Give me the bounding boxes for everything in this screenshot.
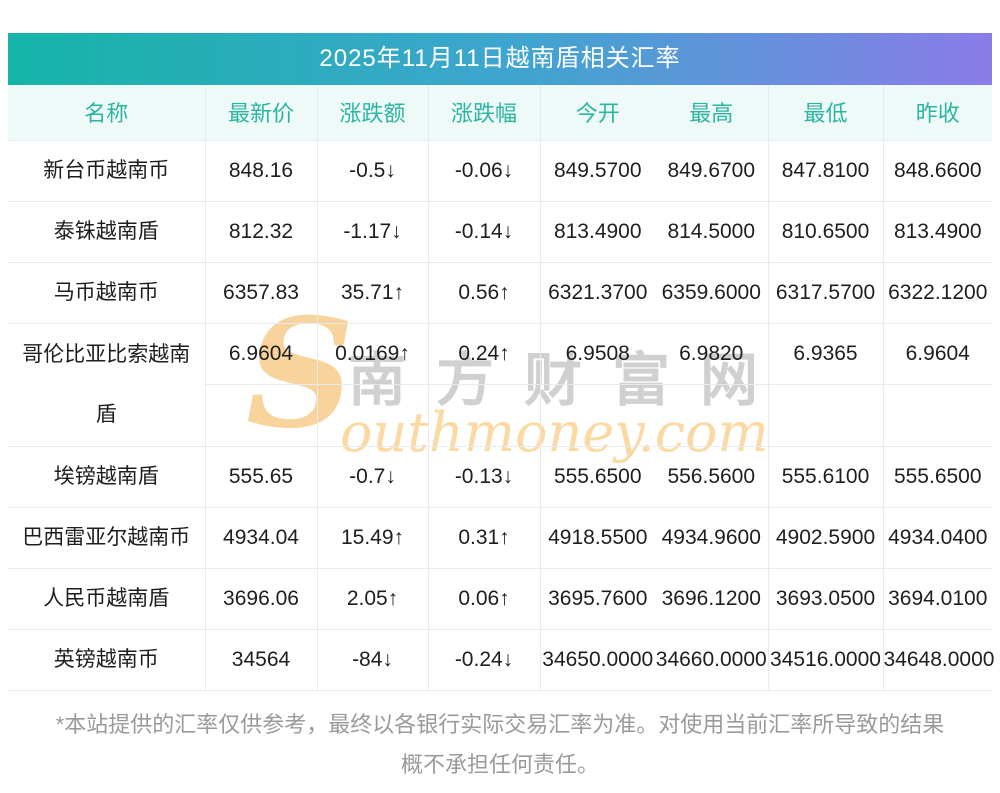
cell-name: 泰铢越南盾 xyxy=(8,201,206,263)
cell-low: 3693.0500 xyxy=(768,568,884,630)
cell-prev: 3694.0100 xyxy=(883,568,992,630)
cell-prev: 6322.1200 xyxy=(883,262,992,324)
cell-last: 555.65 xyxy=(205,446,318,508)
cell-high: 556.5600 xyxy=(655,446,769,508)
disclaimer-line-1: *本站提供的汇率仅供参考，最终以各银行实际交易汇率为准。对使用当前汇率所导致的结… xyxy=(55,711,945,737)
cell-empty xyxy=(540,384,655,447)
cell-high: 849.6700 xyxy=(655,140,769,202)
cell-empty xyxy=(428,384,541,447)
cell-name: 埃镑越南盾 xyxy=(8,446,206,508)
cell-prev: 813.4900 xyxy=(883,201,992,263)
table-row: 埃镑越南盾 555.65 -0.7↓ -0.13↓ 555.6500 556.5… xyxy=(8,446,992,508)
cell-pct: 0.06↑ xyxy=(428,568,541,630)
cell-prev: 4934.0400 xyxy=(883,507,992,569)
table-row: 新台币越南币 848.16 -0.5↓ -0.06↓ 849.5700 849.… xyxy=(8,140,992,202)
rates-panel: S 南方财富网 outhmoney.com 2025年11月11日越南盾相关汇率… xyxy=(8,33,994,785)
table-row: 哥伦比亚比索越南盾 6.9604 0.0169↑ 0.24↑ 6.9508 6.… xyxy=(8,323,992,447)
column-header-open: 今开 xyxy=(540,85,655,141)
cell-high: 34660.0000 xyxy=(655,629,769,691)
cell-change: 2.05↑ xyxy=(317,568,429,630)
table-row: 泰铢越南盾 812.32 -1.17↓ -0.14↓ 813.4900 814.… xyxy=(8,201,992,263)
cell-low: 34516.0000 xyxy=(768,629,884,691)
cell-high: 6359.6000 xyxy=(655,262,769,324)
page-title: 2025年11月11日越南盾相关汇率 xyxy=(8,33,992,85)
cell-open: 849.5700 xyxy=(540,140,655,202)
cell-pct: -0.13↓ xyxy=(428,446,541,508)
cell-last: 6.9604 xyxy=(205,323,318,385)
column-header-high: 最高 xyxy=(655,85,769,141)
cell-empty xyxy=(655,384,769,447)
cell-open: 555.6500 xyxy=(540,446,655,508)
cell-open: 3695.7600 xyxy=(540,568,655,630)
cell-change: 15.49↑ xyxy=(317,507,429,569)
cell-name: 哥伦比亚比索越南盾 xyxy=(8,323,206,447)
cell-name: 英镑越南币 xyxy=(8,629,206,691)
cell-open: 6321.3700 xyxy=(540,262,655,324)
cell-low: 6.9365 xyxy=(768,323,884,385)
table-row: 人民币越南盾 3696.06 2.05↑ 0.06↑ 3695.7600 369… xyxy=(8,568,992,630)
cell-pct: 0.24↑ xyxy=(428,323,541,385)
cell-empty xyxy=(883,384,992,447)
cell-high: 3696.1200 xyxy=(655,568,769,630)
exchange-rate-table: 名称 最新价 涨跌额 涨跌幅 今开 最高 最低 昨收 新台币越南币 848.16… xyxy=(8,85,994,691)
cell-name: 马币越南币 xyxy=(8,262,206,324)
cell-last: 34564 xyxy=(205,629,318,691)
column-header-change: 涨跌额 xyxy=(317,85,429,141)
header-row: 名称 最新价 涨跌额 涨跌幅 今开 最高 最低 昨收 xyxy=(8,85,992,141)
cell-pct: -0.06↓ xyxy=(428,140,541,202)
cell-change: 0.0169↑ xyxy=(317,323,429,385)
cell-open: 4918.5500 xyxy=(540,507,655,569)
cell-low: 6317.5700 xyxy=(768,262,884,324)
cell-pct: 0.56↑ xyxy=(428,262,541,324)
cell-prev: 34648.0000 xyxy=(883,629,994,691)
cell-last: 3696.06 xyxy=(205,568,318,630)
cell-last: 812.32 xyxy=(205,201,318,263)
cell-high: 6.9820 xyxy=(655,323,769,385)
cell-change: 35.71↑ xyxy=(317,262,429,324)
cell-low: 4902.5900 xyxy=(768,507,884,569)
cell-name: 巴西雷亚尔越南币 xyxy=(8,507,206,569)
cell-last: 848.16 xyxy=(205,140,318,202)
cell-open: 813.4900 xyxy=(540,201,655,263)
cell-high: 4934.9600 xyxy=(655,507,769,569)
cell-change: -0.5↓ xyxy=(317,140,429,202)
cell-name: 人民币越南盾 xyxy=(8,568,206,630)
cell-empty xyxy=(205,384,318,447)
column-header-prev: 昨收 xyxy=(883,85,992,141)
cell-last: 6357.83 xyxy=(205,262,318,324)
cell-low: 847.8100 xyxy=(768,140,884,202)
cell-change: -84↓ xyxy=(317,629,429,691)
cell-open: 34650.0000 xyxy=(540,629,655,691)
cell-pct: 0.31↑ xyxy=(428,507,541,569)
cell-last: 4934.04 xyxy=(205,507,318,569)
cell-change: -1.17↓ xyxy=(317,201,429,263)
disclaimer-line-2: 概不承担任何责任。 xyxy=(400,751,599,777)
column-header-name: 名称 xyxy=(8,85,206,141)
table-row-spacer xyxy=(8,384,992,447)
column-header-pct: 涨跌幅 xyxy=(428,85,541,141)
cell-prev: 555.6500 xyxy=(883,446,992,508)
cell-empty xyxy=(768,384,884,447)
disclaimer: *本站提供的汇率仅供参考，最终以各银行实际交易汇率为准。对使用当前汇率所导致的结… xyxy=(8,705,992,785)
cell-pct: -0.24↓ xyxy=(428,629,541,691)
cell-change: -0.7↓ xyxy=(317,446,429,508)
cell-open: 6.9508 xyxy=(540,323,655,385)
cell-low: 555.6100 xyxy=(768,446,884,508)
cell-name: 新台币越南币 xyxy=(8,140,206,202)
table-row: 英镑越南币 34564 -84↓ -0.24↓ 34650.0000 34660… xyxy=(8,629,994,691)
cell-low: 810.6500 xyxy=(768,201,884,263)
cell-pct: -0.14↓ xyxy=(428,201,541,263)
cell-high: 814.5000 xyxy=(655,201,769,263)
cell-prev: 848.6600 xyxy=(883,140,992,202)
table-row: 马币越南币 6357.83 35.71↑ 0.56↑ 6321.3700 635… xyxy=(8,262,992,324)
cell-prev: 6.9604 xyxy=(883,323,992,385)
column-header-low: 最低 xyxy=(768,85,884,141)
column-header-last: 最新价 xyxy=(205,85,318,141)
table-row: 巴西雷亚尔越南币 4934.04 15.49↑ 0.31↑ 4918.5500 … xyxy=(8,507,992,569)
cell-empty xyxy=(317,384,429,447)
